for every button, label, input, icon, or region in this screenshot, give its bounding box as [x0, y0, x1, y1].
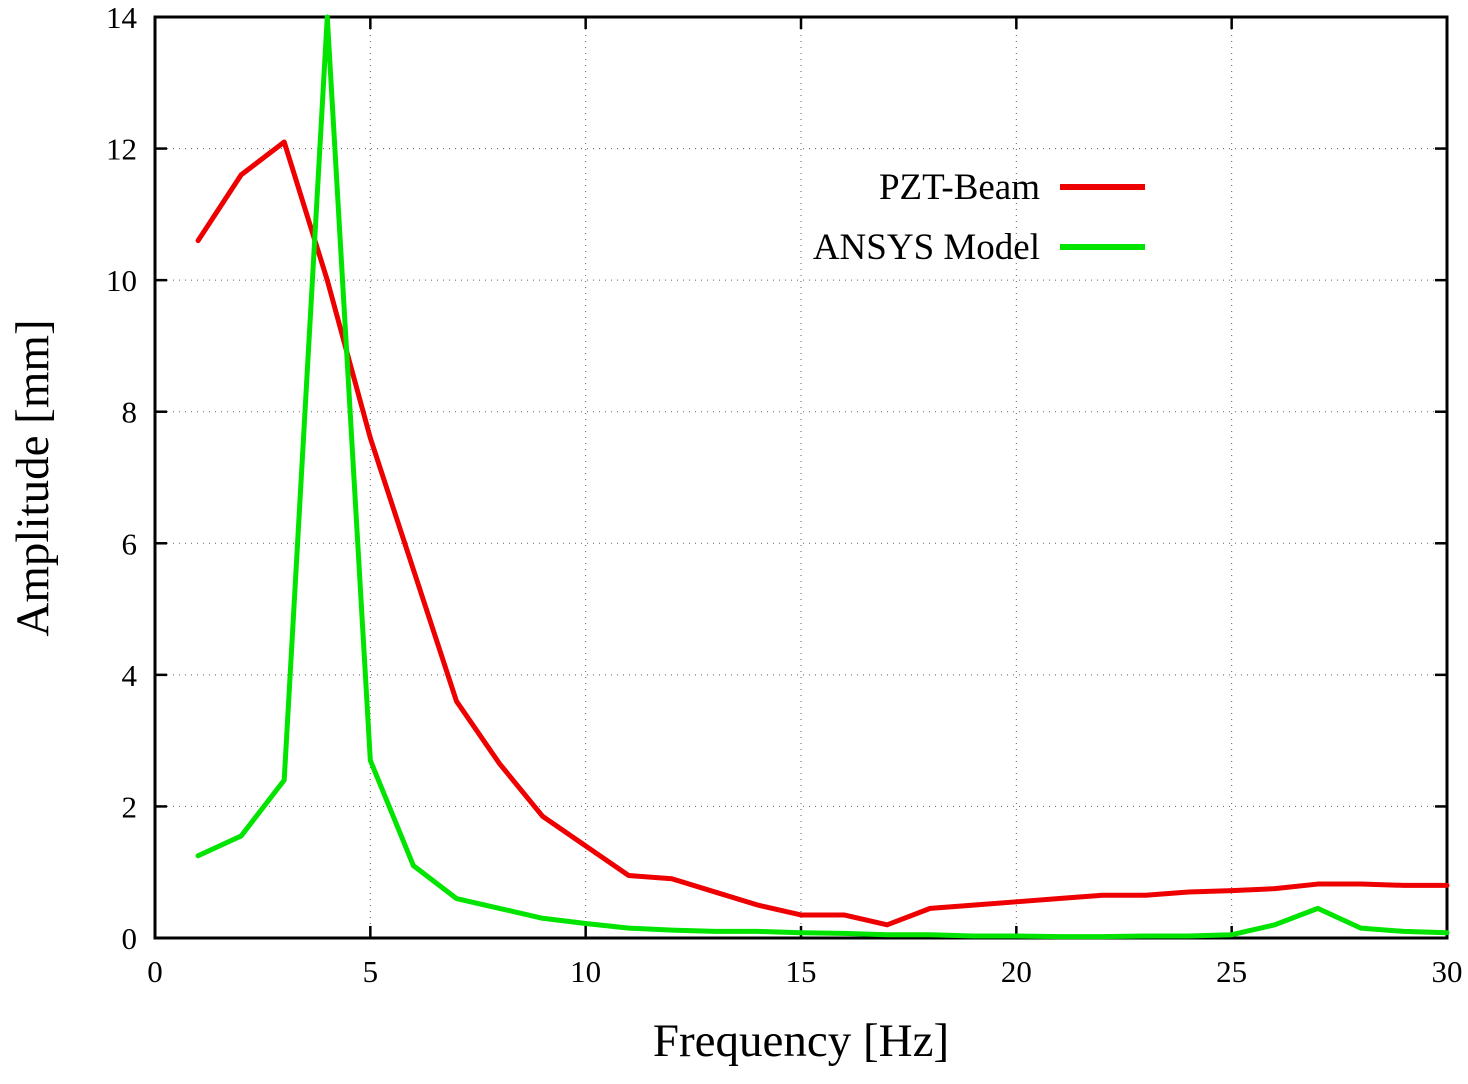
- x-axis-title: Frequency [Hz]: [653, 1015, 949, 1067]
- y-tick-label: 0: [122, 921, 138, 956]
- x-tick-label: 10: [570, 954, 601, 989]
- legend-label-ansys-model: ANSYS Model: [813, 227, 1040, 268]
- y-tick-label: 6: [122, 526, 138, 561]
- plot-area: 0 5 10 15 20 25 30 0 2 4 6 8 10 12 14: [106, 0, 1463, 989]
- y-tick-label: 10: [106, 263, 137, 298]
- y-axis-title: Amplitude [mm]: [7, 319, 59, 636]
- y-tick-label: 2: [122, 789, 138, 824]
- x-tick-label: 25: [1216, 954, 1247, 989]
- x-tick-label: 20: [1001, 954, 1032, 989]
- x-tick-label: 15: [786, 954, 817, 989]
- legend: PZT-Beam ANSYS Model: [813, 167, 1145, 268]
- series-line-pzt-beam: [195, 139, 1450, 928]
- y-tick-label: 14: [106, 0, 138, 35]
- x-tick-label: 0: [147, 954, 163, 989]
- x-tick-label: 30: [1432, 954, 1463, 989]
- series-line-ansys-model: [195, 14, 1450, 940]
- y-tick-label: 8: [122, 395, 138, 430]
- x-tick-label: 5: [363, 954, 379, 989]
- y-tick-label: 4: [122, 658, 138, 693]
- y-tick-label: 12: [106, 132, 137, 167]
- legend-label-pzt-beam: PZT-Beam: [879, 167, 1040, 208]
